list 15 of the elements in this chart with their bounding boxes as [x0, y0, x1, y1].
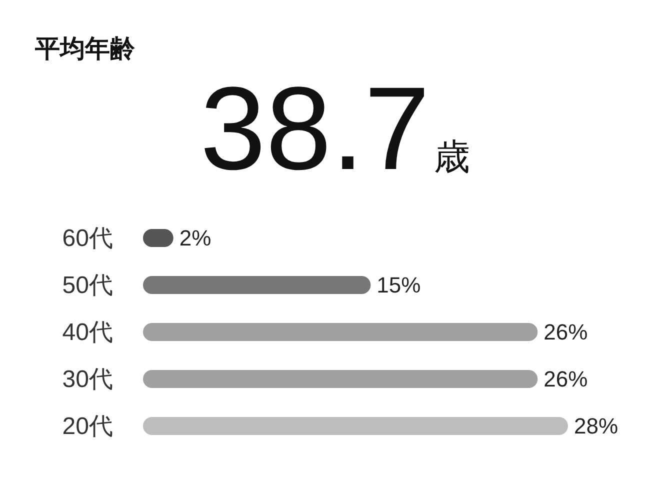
y-tick-label: 20代: [62, 413, 113, 440]
y-tick-label: 60代: [62, 225, 113, 252]
data-label: 28%: [574, 414, 618, 439]
y-tick-label: 30代: [62, 366, 113, 394]
bar: [143, 370, 538, 388]
y-tick-label: 50代: [62, 272, 113, 300]
data-label: 26%: [544, 320, 588, 345]
bar: [143, 417, 568, 435]
data-label: 15%: [376, 272, 421, 298]
chart-title: 平均年齢: [35, 34, 135, 65]
bar: [143, 276, 371, 294]
data-label: 2%: [179, 226, 212, 251]
data-label: 26%: [544, 366, 588, 392]
bar: [143, 323, 538, 341]
y-tick-label: 40代: [62, 319, 113, 346]
